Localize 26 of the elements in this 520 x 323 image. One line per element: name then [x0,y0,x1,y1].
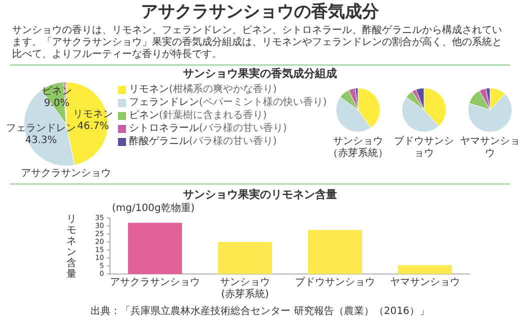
bar [128,222,182,274]
y-axis-title: リモネン含量 [66,214,77,280]
text: ブドウサンショウ [393,136,455,160]
bar [218,242,272,274]
text: (針葉樹に含まれる香り) [159,110,267,121]
chart-title: サンショウ果実のリモネン含量 [182,188,338,201]
x-tick-label: ヤマサンショウ [389,277,461,289]
x-tick-label: ブドウサンショウ [294,277,376,289]
x-tick-label: アサクラサンショウ [110,277,200,289]
text: (mg/100g乾物重) [112,203,195,215]
source-note: 出典：「兵庫県立農林水産技術総合センター 研究報告（農業）（2016）」 [90,306,430,318]
text: アサクラサンショウ [20,168,112,180]
bar [308,230,362,274]
x-tick-label: サンショウ (赤芽系統) [219,277,271,301]
text: (バラ様の甘い香り) [199,123,287,134]
text: (バラ様の甘い香り) [189,136,277,147]
text: サンショウの香りは、リモネン、フェランドレン、ピネン、シトロネラール、酢酸ゲラニルから構成されています。「アサクラサンショウ」果実の香気成分組成は、リモネンやフェランドレンの割合が高く、他の系統と比べて、よりフルーティーな香りが特長です。 [12,25,503,61]
slice-label: フェランドレン [6,123,76,134]
data-label: 43.3% [25,135,57,146]
text: アサクラサンショウの香気成分 [140,1,380,23]
text: サンショウ（赤芽系統） [327,136,389,160]
text: ヤマサンショウ [460,136,520,160]
text: (柑橘系の爽やかな香り) [169,84,277,95]
bar [398,265,452,274]
text: (ペパーミント様の快い香り) [199,97,327,108]
text: サンショウ果実の香気成分組成 [182,67,338,80]
